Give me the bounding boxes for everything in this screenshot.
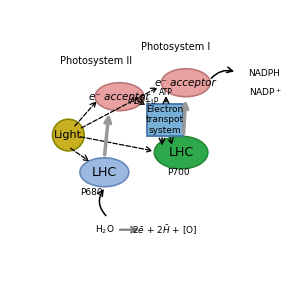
Text: NADP$^+$: NADP$^+$	[249, 86, 282, 98]
Text: P680: P680	[80, 188, 103, 197]
Ellipse shape	[154, 136, 208, 169]
Text: Light: Light	[54, 130, 82, 140]
Text: P700: P700	[168, 168, 190, 177]
Text: e⁻ acceptor: e⁻ acceptor	[155, 78, 216, 88]
FancyBboxPatch shape	[147, 104, 183, 136]
Text: H$_2$O: H$_2$O	[95, 223, 114, 236]
Text: Photosystem II: Photosystem II	[60, 56, 132, 66]
Text: Electron
transpot
system: Electron transpot system	[146, 105, 184, 135]
Text: LHC: LHC	[168, 146, 194, 159]
Text: ATP: ATP	[159, 88, 173, 97]
Ellipse shape	[80, 158, 129, 187]
Ellipse shape	[52, 119, 84, 151]
Ellipse shape	[161, 69, 210, 97]
Text: Photosystem I: Photosystem I	[141, 42, 210, 52]
Text: e⁻ acceptor: e⁻ acceptor	[89, 92, 150, 102]
Ellipse shape	[95, 83, 144, 111]
Text: 2$\bar{e}$ + 2$\bar{H}$ + [O]: 2$\bar{e}$ + 2$\bar{H}$ + [O]	[132, 223, 198, 236]
Text: NADPH: NADPH	[249, 69, 280, 78]
Text: LHC: LHC	[92, 166, 117, 179]
Text: ADP+ιP: ADP+ιP	[130, 97, 160, 106]
